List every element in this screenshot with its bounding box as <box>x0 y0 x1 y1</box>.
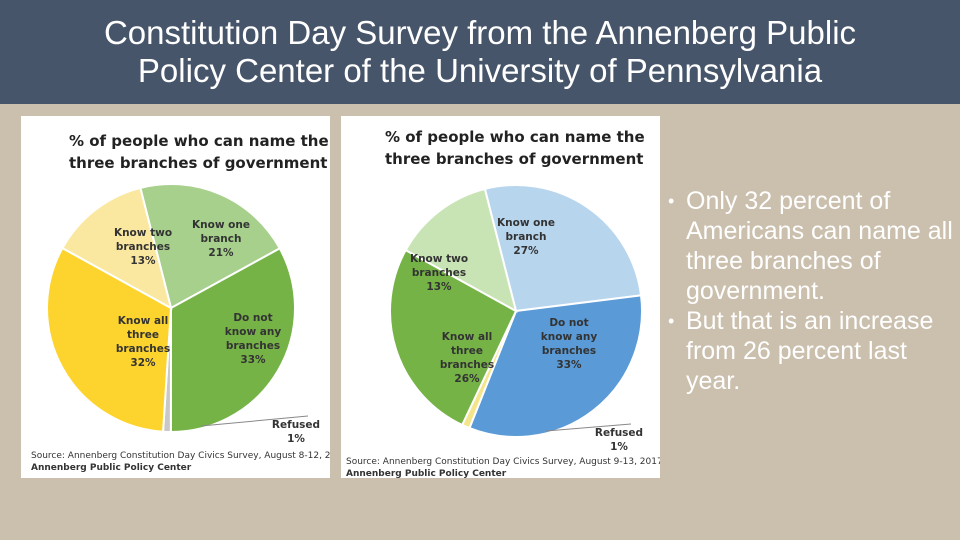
chart-title-line: % of people who can name the <box>69 132 329 150</box>
slice-label-line: branches <box>440 359 494 371</box>
slice-label: Do not know any branches 33% <box>225 312 282 366</box>
slice-label-line: Know two <box>114 227 172 239</box>
slice-label-line: branches <box>226 340 280 352</box>
pie-slice <box>46 246 173 433</box>
bullet-dot-icon: • <box>668 191 675 211</box>
chart-source-org: Annenberg Public Policy Center <box>31 463 192 473</box>
chart-source: Source: Annenberg Constitution Day Civic… <box>31 451 330 461</box>
slice-label-line: Refused <box>595 427 643 439</box>
slice-label-line: three <box>127 329 159 341</box>
slice-label-line: three <box>451 345 483 357</box>
slice-label: Know one branch 21% <box>192 219 250 259</box>
slice-label-line: Know all <box>442 331 492 343</box>
chart-source-org: Annenberg Public Policy Center <box>346 469 507 478</box>
slice-label: Refused 1% <box>595 427 643 453</box>
slice-label: Know two branches 13% <box>410 253 468 293</box>
slice-label-line: branches <box>542 345 596 357</box>
slice-label-line: 32% <box>130 357 156 369</box>
chart-title-line: three branches of government <box>69 154 327 172</box>
bullet-list: • Only 32 percent of Americans can name a… <box>668 186 958 396</box>
slice-label-line: know any <box>225 326 282 338</box>
chart-title-line: % of people who can name the <box>385 128 645 146</box>
slice-label-line: Know two <box>410 253 468 265</box>
pie-slice <box>404 187 518 313</box>
slice-label-line: 13% <box>426 281 452 293</box>
slice-label-line: know any <box>541 331 598 343</box>
pie-slice <box>468 294 643 438</box>
slice-label-line: Do not <box>233 312 272 324</box>
pie-chart-2017: % of people who can name the three branch… <box>341 116 660 478</box>
pie-chart-2018: % of people who can name the three branch… <box>21 116 330 478</box>
chart-title-line: three branches of government <box>385 150 643 168</box>
slice-label-line: branch <box>506 231 547 243</box>
slice-label-line: Refused <box>272 419 320 431</box>
bullet-dot-icon: • <box>668 311 675 331</box>
slice-label-line: 1% <box>287 433 305 445</box>
bullet-item: • But that is an increase from 26 percent… <box>668 306 958 396</box>
bullet-item: • Only 32 percent of Americans can name a… <box>668 186 958 306</box>
pie-chart-2017-svg: % of people who can name the three branch… <box>346 128 660 478</box>
slice-label-line: 1% <box>610 441 628 453</box>
slice-label-line: 21% <box>208 247 234 259</box>
slice-label-line: 27% <box>513 245 539 257</box>
slice-label-line: 13% <box>130 255 156 267</box>
leader-line <box>200 415 309 427</box>
slice-label-line: 33% <box>240 354 266 366</box>
bullet-text: Only 32 percent of Americans can name al… <box>686 187 953 305</box>
slice-label-line: 33% <box>556 359 582 371</box>
slice-label-line: Know one <box>192 219 250 231</box>
slide-title-line-2: Policy Center of the University of Penns… <box>137 52 823 89</box>
slice-label: Refused 1% <box>272 419 320 445</box>
slice-label: Know all three branches 32% <box>116 315 170 369</box>
slice-label-line: branches <box>116 343 170 355</box>
pie-chart-2018-svg: % of people who can name the three branch… <box>31 132 330 473</box>
slice-label-line: Know one <box>497 217 555 229</box>
slice-label-line: Do not <box>549 317 588 329</box>
pie-slice <box>483 184 643 313</box>
slice-label-line: 26% <box>454 373 480 385</box>
slice-label-line: branches <box>412 267 466 279</box>
slice-label-line: branches <box>116 241 170 253</box>
pie-slice <box>61 186 173 310</box>
slice-label-line: branch <box>201 233 242 245</box>
chart-source: Source: Annenberg Constitution Day Civic… <box>346 457 660 467</box>
slice-label: Know two branches 13% <box>114 227 172 267</box>
slice-label: Do not know any branches 33% <box>541 317 598 371</box>
slice-label: Know one branch 27% <box>497 217 555 257</box>
slice-label: Know all three branches 26% <box>440 331 494 385</box>
bullet-text: But that is an increase from 26 percent … <box>686 307 934 395</box>
pie-slice <box>139 183 282 310</box>
slice-label-line: Know all <box>118 315 168 327</box>
slide-title-line-1: Constitution Day Survey from the Annenbe… <box>103 14 857 51</box>
pie-slice <box>169 247 296 434</box>
slide-title: Constitution Day Survey from the Annenbe… <box>0 0 960 104</box>
leader-line <box>545 423 632 432</box>
